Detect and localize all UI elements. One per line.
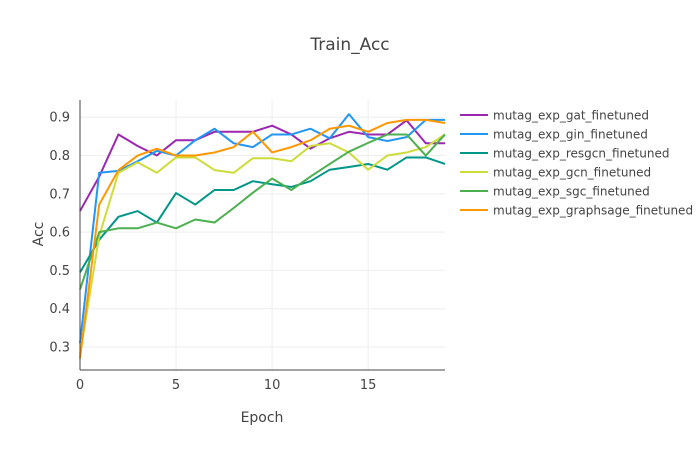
- legend-label: mutag_exp_graphsage_finetuned: [493, 204, 693, 218]
- axes: [79, 100, 445, 371]
- y-axis-title: Acc: [31, 222, 47, 247]
- legend: mutag_exp_gat_finetuned mutag_exp_gin_fin…: [460, 109, 693, 218]
- tick-labels: 0.3 0.4 0.5 0.6 0.7 0.8 0.9 0 5 10 15: [49, 111, 376, 393]
- gridlines: [80, 100, 445, 370]
- y-tick-label: 0.3: [49, 341, 70, 356]
- chart-title: Train_Acc: [309, 35, 389, 55]
- x-tick-label: 0: [76, 378, 84, 393]
- legend-label: mutag_exp_gin_finetuned: [493, 128, 648, 142]
- legend-label: mutag_exp_gat_finetuned: [493, 109, 649, 123]
- y-tick-label: 0.6: [49, 226, 70, 241]
- legend-item[interactable]: mutag_exp_resgcn_finetuned: [460, 147, 669, 161]
- y-tick-label: 0.7: [49, 187, 70, 202]
- y-tick-label: 0.8: [49, 149, 70, 164]
- x-tick-label: 10: [264, 378, 281, 393]
- y-tick-label: 0.9: [49, 111, 70, 126]
- series-line-mutag-exp-resgcn-finetuned: [79, 156, 446, 273]
- y-tick-label: 0.5: [49, 264, 70, 279]
- series-line-mutag-exp-gcn-finetuned: [79, 133, 446, 355]
- legend-item[interactable]: mutag_exp_gcn_finetuned: [460, 166, 651, 180]
- legend-label: mutag_exp_gcn_finetuned: [493, 166, 651, 180]
- series-line-mutag-exp-graphsage-finetuned: [79, 118, 446, 359]
- x-axis-title: Epoch: [241, 410, 284, 426]
- series-lines: [79, 113, 446, 359]
- legend-item[interactable]: mutag_exp_sgc_finetuned: [460, 185, 650, 199]
- legend-item[interactable]: mutag_exp_gin_finetuned: [460, 128, 648, 142]
- legend-label: mutag_exp_resgcn_finetuned: [493, 147, 669, 161]
- x-tick-label: 5: [172, 378, 180, 393]
- x-tick-label: 15: [360, 378, 377, 393]
- legend-item[interactable]: mutag_exp_gat_finetuned: [460, 109, 649, 123]
- series-line-mutag-exp-sgc-finetuned: [79, 133, 446, 290]
- legend-label: mutag_exp_sgc_finetuned: [493, 185, 650, 199]
- series-line-mutag-exp-gat-finetuned: [79, 119, 445, 212]
- legend-item[interactable]: mutag_exp_graphsage_finetuned: [460, 204, 693, 218]
- y-tick-label: 0.4: [49, 302, 70, 317]
